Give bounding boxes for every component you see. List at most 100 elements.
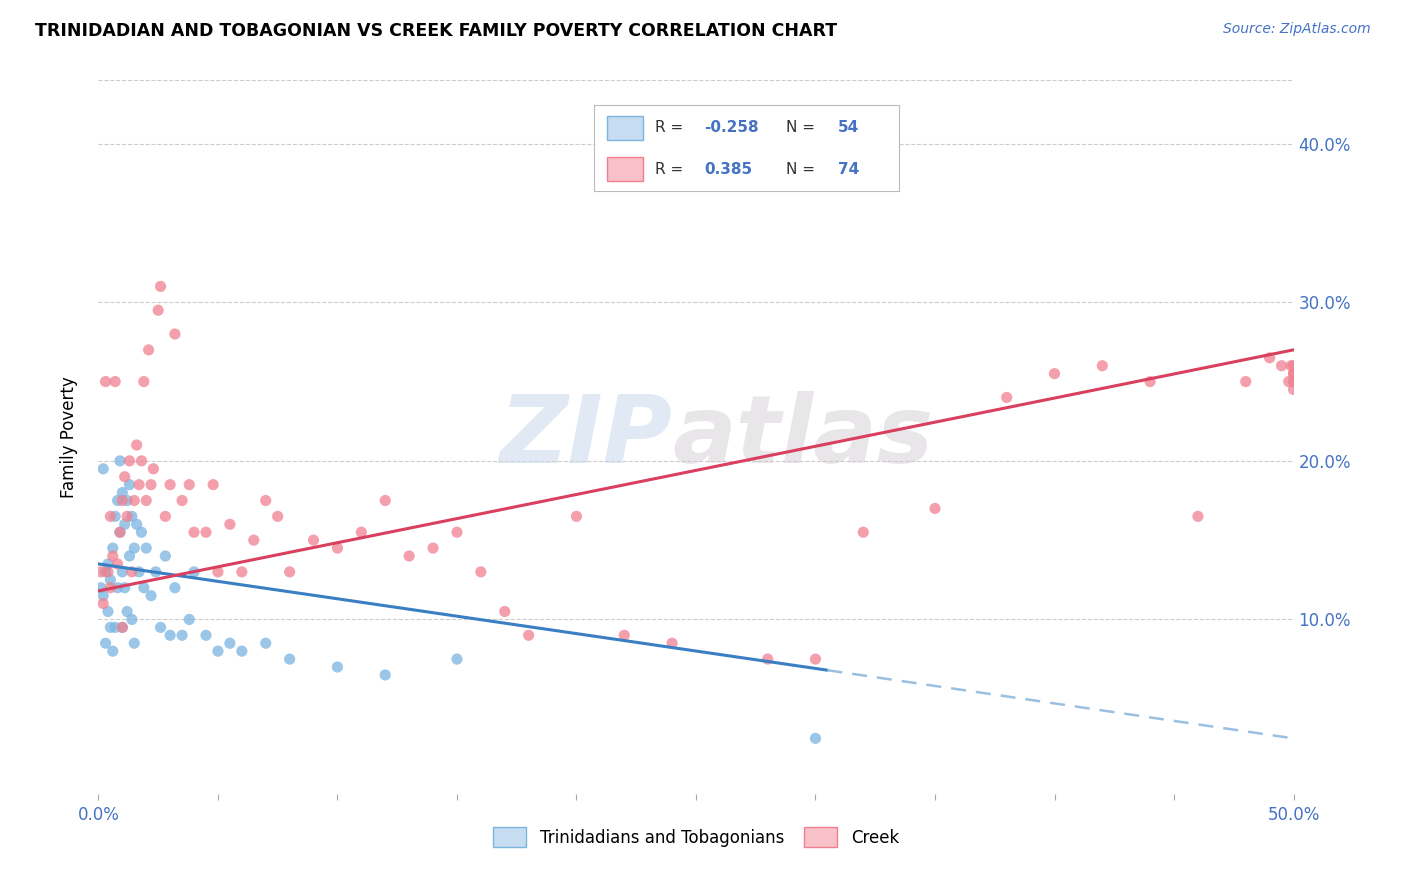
Text: TRINIDADIAN AND TOBAGONIAN VS CREEK FAMILY POVERTY CORRELATION CHART: TRINIDADIAN AND TOBAGONIAN VS CREEK FAMI… [35, 22, 838, 40]
Point [1234, 375, 1257, 389]
Point [1282, 367, 1305, 381]
Point [132, 375, 155, 389]
Point [159, 628, 181, 642]
Point [124, 493, 146, 508]
Point [114, 517, 136, 532]
Point [219, 636, 242, 650]
Point [179, 612, 201, 626]
Point [470, 565, 492, 579]
Point [163, 326, 186, 341]
Point [155, 509, 177, 524]
Point [1282, 375, 1305, 389]
Point [804, 731, 827, 746]
Point [155, 549, 177, 563]
Point [159, 477, 181, 491]
Point [111, 620, 134, 634]
Point [494, 605, 516, 619]
Point [179, 477, 201, 491]
Point [1187, 509, 1209, 524]
Point [142, 462, 165, 476]
Point [1139, 375, 1161, 389]
Point [125, 438, 148, 452]
Point [302, 533, 325, 548]
Point [995, 391, 1018, 405]
Point [145, 565, 167, 579]
Point [661, 636, 683, 650]
Point [1282, 383, 1305, 397]
Point [350, 525, 373, 540]
Point [128, 565, 150, 579]
Point [804, 652, 827, 666]
Point [1282, 367, 1305, 381]
Point [267, 509, 290, 524]
Point [101, 541, 124, 555]
Point [231, 644, 253, 658]
Text: atlas: atlas [672, 391, 934, 483]
Point [231, 565, 253, 579]
Point [195, 628, 218, 642]
Point [98, 573, 122, 587]
Point [90, 581, 112, 595]
Point [111, 620, 134, 634]
Point [104, 620, 127, 634]
Point [613, 628, 636, 642]
Point [107, 581, 129, 595]
Point [1279, 359, 1302, 373]
Point [115, 509, 138, 524]
Point [128, 477, 150, 491]
Point [132, 581, 155, 595]
Point [94, 565, 117, 579]
Point [118, 454, 141, 468]
Point [115, 605, 138, 619]
Point [91, 589, 114, 603]
Point [422, 541, 444, 555]
Point [108, 454, 131, 468]
Point [107, 557, 129, 571]
Point [148, 303, 170, 318]
Point [219, 517, 242, 532]
Point [163, 581, 186, 595]
Point [195, 525, 218, 540]
Text: Source: ZipAtlas.com: Source: ZipAtlas.com [1223, 22, 1371, 37]
Point [326, 541, 349, 555]
Point [924, 501, 946, 516]
Point [149, 279, 172, 293]
Point [852, 525, 875, 540]
Point [131, 525, 153, 540]
Point [124, 636, 146, 650]
Point [756, 652, 779, 666]
Point [94, 636, 117, 650]
Point [98, 620, 122, 634]
Point [183, 565, 205, 579]
Point [326, 660, 349, 674]
Point [111, 565, 134, 579]
Point [243, 533, 266, 548]
Point [97, 605, 120, 619]
Point [104, 509, 127, 524]
Point [115, 493, 138, 508]
Point [121, 509, 143, 524]
Point [111, 493, 134, 508]
Point [97, 565, 120, 579]
Point [1091, 359, 1114, 373]
Point [139, 589, 162, 603]
Text: ZIP: ZIP [499, 391, 672, 483]
Point [172, 493, 194, 508]
Point [94, 375, 117, 389]
Point [104, 375, 127, 389]
Point [125, 517, 148, 532]
Point [517, 628, 540, 642]
Point [135, 541, 157, 555]
Point [90, 565, 112, 579]
Point [107, 493, 129, 508]
Point [124, 541, 146, 555]
Point [91, 597, 114, 611]
Point [111, 485, 134, 500]
Point [278, 652, 301, 666]
Point [446, 525, 468, 540]
Point [207, 644, 229, 658]
Point [565, 509, 588, 524]
Point [108, 525, 131, 540]
Point [98, 581, 122, 595]
Point [254, 636, 277, 650]
